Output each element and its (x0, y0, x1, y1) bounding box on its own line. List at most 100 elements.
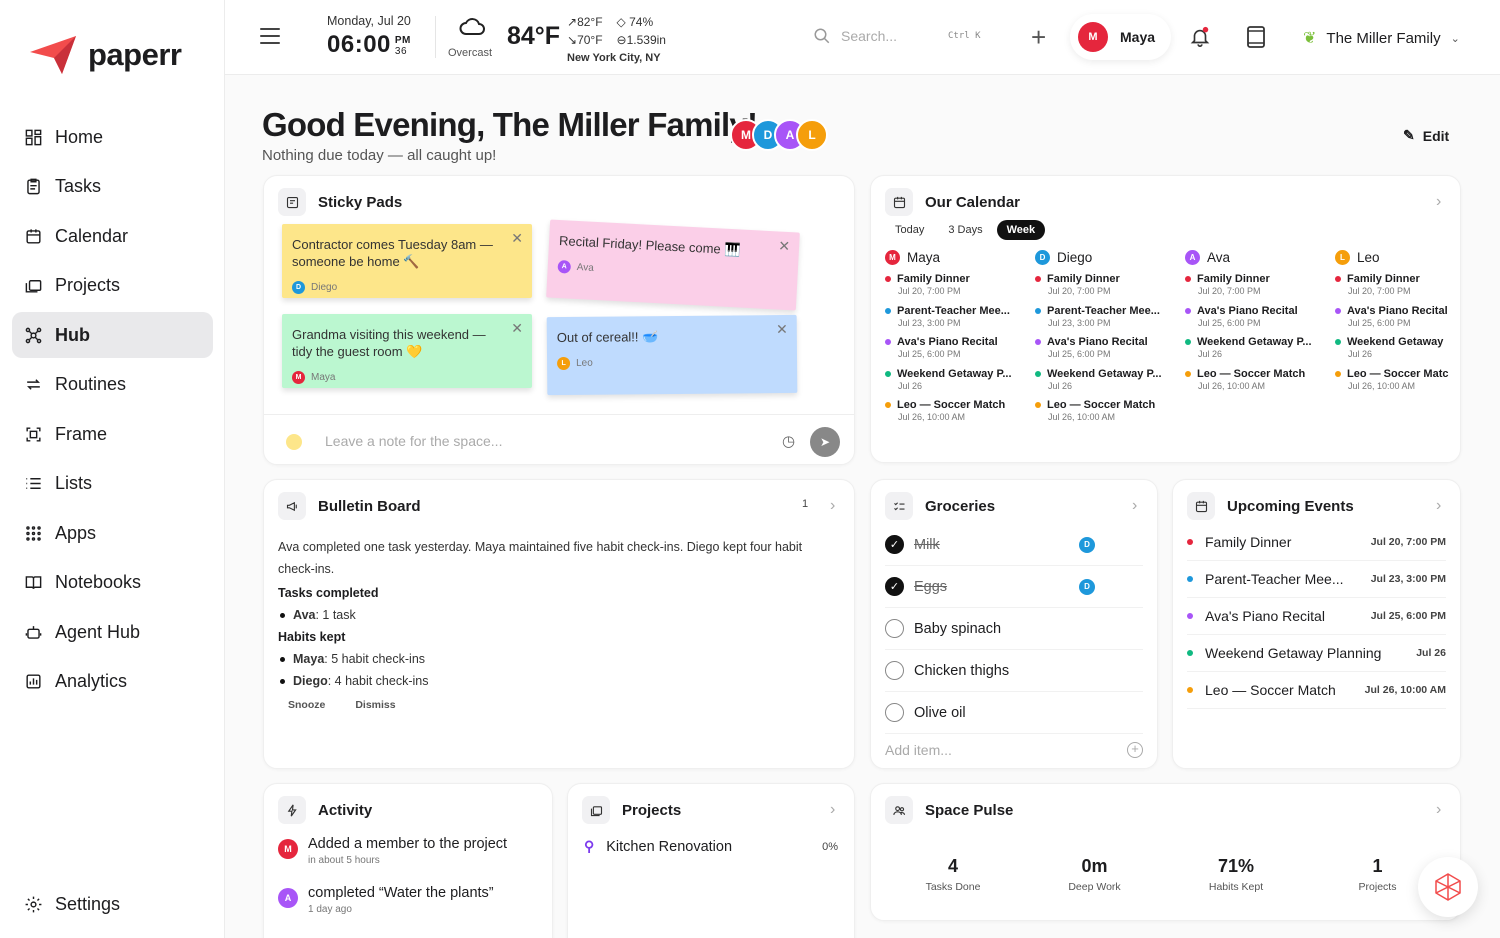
upcoming-event-row[interactable]: Family Dinner Jul 20, 7:00 PM (1187, 524, 1446, 561)
close-icon[interactable]: ✕ (511, 320, 523, 336)
add-item-input[interactable]: Add item... (885, 742, 952, 758)
calendar-event[interactable]: Family Dinner Jul 20, 7:00 PM (885, 273, 1030, 296)
chevron-right-icon[interactable]: › (830, 497, 836, 514)
bell-icon[interactable] (1189, 26, 1211, 53)
calendar-event[interactable]: Weekend Getaway P... Jul 26 (885, 368, 1030, 391)
activity-time: 1 day ago (308, 904, 352, 915)
tab-3-days[interactable]: 3 Days (948, 224, 983, 236)
calendar-event[interactable]: Weekend Getaway P... Jul 26 (1185, 336, 1330, 359)
close-icon[interactable]: ✕ (775, 320, 788, 338)
sticky-note[interactable]: ✕ Grandma visiting this weekend — tidy t… (282, 314, 532, 388)
sidebar-item-home[interactable]: Home (12, 114, 213, 160)
upcoming-event-row[interactable]: Leo — Soccer Match Jul 26, 10:00 AM (1187, 672, 1446, 709)
sidebar-item-hub[interactable]: Hub (12, 312, 213, 358)
checkbox[interactable] (885, 703, 904, 722)
sidebar-item-routines[interactable]: Routines (12, 362, 213, 408)
sticky-note[interactable]: ✕ Recital Friday! Please come 🎹 A Ava (546, 219, 800, 311)
checkbox[interactable] (885, 619, 904, 638)
chevron-right-icon[interactable]: › (1436, 193, 1442, 210)
tablet-icon[interactable] (1246, 26, 1266, 53)
sidebar-item-analytics[interactable]: Analytics (12, 659, 213, 705)
pulse-stat: 71% Habits Kept (1176, 856, 1296, 893)
hamburger-menu-icon[interactable] (260, 28, 280, 46)
sidebar-item-frame[interactable]: Frame (12, 411, 213, 457)
calendar-event[interactable]: Family Dinner Jul 20, 7:00 PM (1185, 273, 1330, 296)
family-selector[interactable]: ❦ The Miller Family ⌄ (1303, 28, 1460, 48)
calendar-event[interactable]: Ava's Piano Recital Jul 25, 6:00 PM (1035, 336, 1180, 359)
assistant-fab-button[interactable] (1418, 857, 1478, 917)
member-avatar[interactable]: L (796, 119, 828, 151)
calendar-event[interactable]: Leo — Soccer Match Jul 26, 10:00 AM (1185, 368, 1330, 391)
edit-button[interactable]: ✎ Edit (1403, 127, 1449, 144)
clock-icon[interactable]: ◷ (782, 433, 796, 450)
close-icon[interactable]: ✕ (778, 237, 791, 255)
dismiss-button[interactable]: Dismiss (355, 699, 396, 711)
calendar-icon (885, 188, 913, 216)
calendar-event[interactable]: Weekend Getaway P... Jul 26 (1035, 368, 1180, 391)
calendar-event[interactable]: Leo — Soccer Match Jul 26, 10:00 AM (885, 399, 1030, 422)
snooze-button[interactable]: Snooze (288, 699, 326, 711)
calendar-event[interactable]: Family Dinner Jul 20, 7:00 PM (1335, 273, 1460, 296)
checkbox[interactable]: ✓ (885, 535, 904, 554)
upcoming-event-row[interactable]: Parent-Teacher Mee... Jul 23, 3:00 PM (1187, 561, 1446, 598)
calendar-event[interactable]: Ava's Piano Recital Jul 25, 6:00 PM (1185, 305, 1330, 328)
calendar-event[interactable]: Parent-Teacher Mee... Jul 23, 3:00 PM (1035, 305, 1180, 328)
event-date: Jul 26 (898, 380, 923, 391)
event-time: Jul 25, 6:00 PM (1370, 610, 1446, 622)
grocery-item[interactable]: ✓ Milk D (885, 524, 1143, 566)
add-item-icon[interactable]: + (1127, 742, 1143, 758)
calendar-event[interactable]: Weekend Getaway Jul 26 (1335, 336, 1460, 359)
search-input[interactable]: Search... (841, 28, 898, 44)
sidebar-item-apps[interactable]: Apps (12, 510, 213, 556)
sidebar-item-lists[interactable]: Lists (12, 461, 213, 507)
chevron-right-icon[interactable]: › (830, 801, 836, 818)
chevron-right-icon[interactable]: › (1132, 497, 1138, 514)
grocery-item[interactable]: Chicken thighs (885, 650, 1143, 692)
upcoming-event-row[interactable]: Ava's Piano Recital Jul 25, 6:00 PM (1187, 598, 1446, 635)
upcoming-event-row[interactable]: Weekend Getaway Planning Jul 26 (1187, 635, 1446, 672)
checkbox[interactable] (885, 661, 904, 680)
sticky-note-author: Diego (311, 282, 338, 293)
sidebar-item-calendar[interactable]: Calendar (12, 213, 213, 259)
chevron-right-icon[interactable]: › (1436, 801, 1442, 818)
sidebar: paperr Home Tasks Calendar Projects Hub Routi… (0, 0, 225, 938)
sticky-note[interactable]: ✕ Out of cereal!! 🥣 L Leo (546, 314, 798, 396)
activity-item[interactable]: M Added a member to the project in about 5… (278, 836, 507, 866)
clipboard-icon (23, 177, 43, 197)
project-row[interactable]: ⚲ Kitchen Renovation 0% (584, 838, 838, 855)
grocery-item[interactable]: Olive oil (885, 692, 1143, 734)
sticky-note[interactable]: ✕ Contractor comes Tuesday 8am — someone… (282, 224, 532, 298)
calendar-event[interactable]: Parent-Teacher Mee... Jul 23, 3:00 PM (885, 305, 1030, 328)
grocery-item[interactable]: Baby spinach (885, 608, 1143, 650)
chevron-right-icon[interactable]: › (1436, 497, 1442, 514)
add-button[interactable]: + (1031, 22, 1047, 52)
close-icon[interactable]: ✕ (511, 230, 523, 246)
sidebar-item-agent-hub[interactable]: Agent Hub (12, 609, 213, 655)
send-note-button[interactable]: ➤ (810, 427, 840, 457)
calendar-event[interactable]: Leo — Soccer Matc Jul 26, 10:00 AM (1335, 368, 1460, 391)
calendar-event[interactable]: Leo — Soccer Match Jul 26, 10:00 AM (1035, 399, 1180, 422)
checkbox[interactable]: ✓ (885, 577, 904, 596)
note-color-picker[interactable] (286, 434, 302, 450)
member-value: : 4 habit check-ins (327, 674, 429, 688)
calendar-event[interactable]: Ava's Piano Recital Jul 25, 6:00 PM (1335, 304, 1460, 328)
sidebar-item-tasks[interactable]: Tasks (12, 164, 213, 210)
tab-week[interactable]: Week (996, 220, 1046, 240)
sidebar-item-notebooks[interactable]: Notebooks (12, 560, 213, 606)
sidebar-item-settings[interactable]: Settings (12, 881, 213, 927)
event-title: Ava's Piano Recital (1347, 304, 1448, 317)
calendar-event[interactable]: Ava's Piano Recital Jul 25, 6:00 PM (885, 336, 1030, 359)
note-input[interactable]: Leave a note for the space... (325, 433, 503, 449)
user-menu[interactable]: M Maya (1070, 14, 1172, 60)
pulse-stat: 0m Deep Work (1035, 856, 1155, 893)
tab-today[interactable]: Today (895, 224, 925, 236)
search-box[interactable]: Search... Ctrl K (813, 27, 993, 45)
sidebar-item-projects[interactable]: Projects (12, 263, 213, 309)
app-logo[interactable]: paperr (28, 34, 182, 76)
grocery-item[interactable]: ✓ Eggs D (885, 566, 1143, 608)
calendar-event[interactable]: Family Dinner Jul 20, 7:00 PM (1035, 273, 1180, 296)
sticky-note-text: Contractor comes Tuesday 8am — someone b… (292, 237, 493, 269)
top-bar: Monday, Jul 20 06:00 PM 36 Overcast 84°F … (225, 0, 1500, 75)
